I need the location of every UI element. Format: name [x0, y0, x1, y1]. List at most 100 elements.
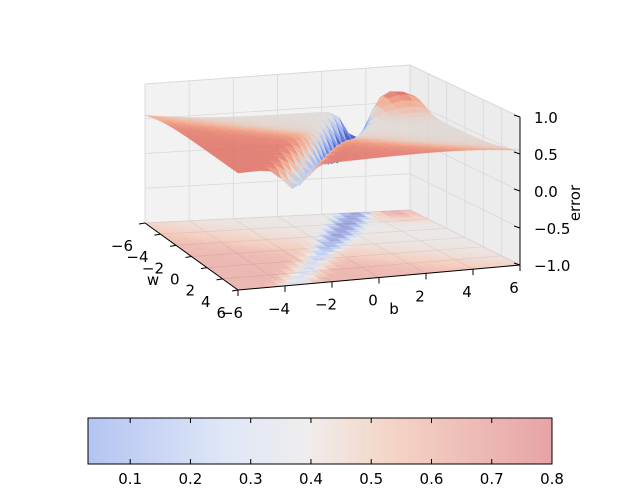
surface-cell [368, 256, 385, 260]
surface-cell [291, 275, 307, 280]
surface-cell [258, 261, 274, 266]
surface-cell [370, 271, 387, 276]
surface-cell [250, 219, 266, 223]
surface-cell [208, 251, 224, 256]
surface-cell [346, 217, 362, 221]
surface-cell [246, 217, 262, 221]
surface-cell [333, 222, 350, 227]
surface-cell [244, 230, 261, 234]
colorbar-tick-label: 0.4 [299, 470, 323, 488]
surface-cell [254, 222, 270, 226]
surface-cell [266, 216, 282, 220]
surface-cell [413, 268, 430, 272]
surface-cell [434, 258, 450, 263]
surface-cell [327, 246, 344, 250]
surface-cell [299, 242, 315, 247]
surface-cell [205, 219, 221, 223]
surface-cell [304, 261, 321, 265]
surface-cell [309, 242, 325, 246]
surface-cell [417, 249, 434, 254]
surface-cell [268, 223, 284, 228]
surface-cell [357, 256, 374, 261]
surface-cell [269, 277, 286, 282]
surface-cell [449, 235, 466, 239]
surface-cell [397, 214, 413, 218]
surface-cell [233, 269, 250, 273]
surface-cell [289, 251, 305, 255]
surface-cell [287, 273, 304, 277]
surface-cell [448, 259, 465, 264]
surface-cell [391, 229, 407, 233]
surface-cell [323, 223, 339, 227]
surface-cell [451, 242, 468, 246]
grid-line-z [144, 173, 411, 189]
surface-cell [481, 257, 498, 261]
surface-cell [368, 235, 384, 239]
surface-cell [298, 272, 314, 277]
surface-cell [354, 221, 370, 225]
surface-cell [214, 232, 229, 236]
surface-cell [251, 227, 267, 231]
w-tick [200, 267, 208, 270]
surface-cell [350, 219, 366, 223]
surface-cell [221, 237, 237, 241]
surface-cell [408, 258, 425, 262]
surface-cell [234, 277, 250, 282]
surface-cell [444, 257, 461, 262]
surface-cell [383, 257, 399, 262]
surface-cell [412, 260, 429, 264]
w-tick [169, 244, 177, 247]
surface-cell [389, 254, 406, 258]
surface-cell [287, 265, 303, 269]
surface-cell [407, 250, 423, 254]
surface-cell [466, 243, 483, 247]
surface-cell [312, 265, 328, 270]
surface-cell [327, 275, 344, 280]
colorbar-tick-label: 0.2 [179, 470, 203, 488]
surface-cell [280, 276, 297, 281]
surface-cell [432, 238, 449, 243]
surface-cell [302, 245, 319, 249]
surface-cell [453, 249, 470, 253]
surface-cell [316, 268, 332, 272]
surface-cell [319, 270, 336, 275]
surface-cell [316, 239, 332, 243]
surface-cell [202, 224, 218, 229]
surface-cell [175, 220, 190, 225]
surface-cell [367, 248, 383, 252]
surface-cell [397, 258, 414, 263]
surface-cell [393, 256, 410, 261]
surface-cell [491, 256, 508, 260]
surface-cell [340, 240, 357, 244]
surface-cell [391, 262, 407, 266]
surface-cell [451, 254, 468, 259]
surface-cell [387, 215, 403, 219]
surface-cell [292, 225, 308, 229]
surface-cell [238, 233, 254, 237]
surface-cell [154, 221, 170, 226]
surface-cell [165, 229, 181, 233]
surface-cell [269, 231, 285, 235]
grid-line-z [144, 100, 411, 120]
surface-cell [428, 236, 445, 240]
grid-line-b [321, 213, 427, 274]
surface-cell [384, 244, 400, 249]
surface-cell [420, 232, 437, 236]
surface-cell [305, 239, 321, 244]
surface-cell [251, 256, 267, 261]
surface-cell [411, 216, 428, 220]
surface-cell [405, 263, 422, 267]
surface-cell [381, 270, 398, 275]
w-tick [154, 233, 161, 236]
surface-cell [255, 229, 271, 234]
surface-cell [317, 213, 334, 217]
b-tick-label: −6 [221, 304, 243, 322]
surface-cell [247, 225, 263, 229]
surface-cell [291, 238, 307, 242]
surface-cell [352, 267, 368, 272]
surface-cell [259, 232, 275, 236]
surface-cell [409, 221, 426, 225]
surface-cell [283, 270, 300, 275]
surface-cell [236, 247, 252, 251]
